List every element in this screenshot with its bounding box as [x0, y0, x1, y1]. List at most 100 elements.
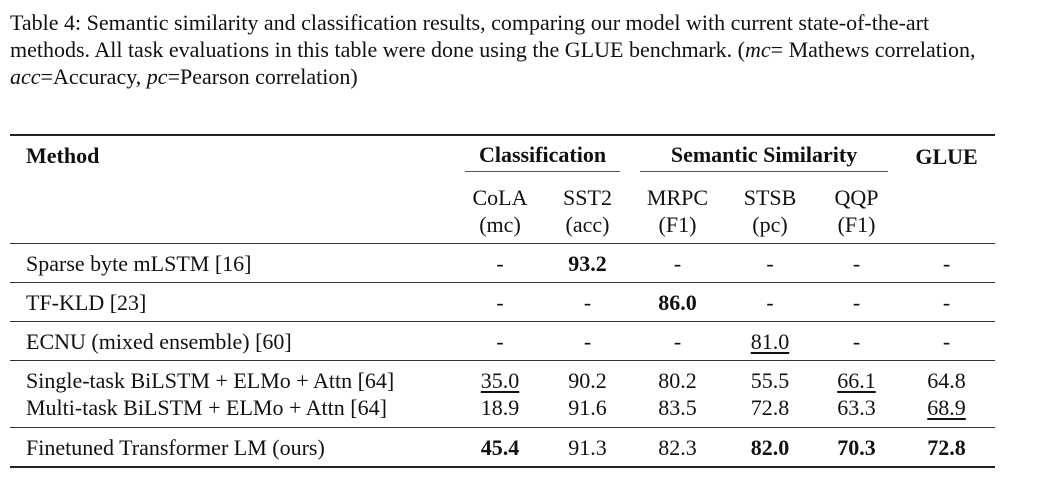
method-cell: Single-task BiLSTM + ELMo + Attn [64] — [10, 360, 455, 394]
column-header: SST2 (acc) — [545, 176, 630, 244]
value-cell: 70.3 — [815, 427, 899, 467]
caption-text: = Mathews correlation, — [770, 37, 976, 62]
header-method: Method — [26, 143, 100, 168]
method-cell: Finetuned Transformer LM (ours) — [10, 427, 455, 467]
table-row: ECNU (mixed ensemble) [60] - - - 81.0 - - — [10, 321, 996, 361]
value-cell: 18.9 — [455, 394, 545, 428]
value-text: 18.9 — [480, 395, 520, 420]
value-text: - — [766, 289, 774, 315]
value-text: 91.6 — [568, 395, 607, 420]
value-text: - — [673, 328, 682, 354]
column-header — [898, 176, 995, 244]
value-cell: 82.0 — [725, 427, 815, 467]
value-cell: 55.5 — [725, 360, 815, 394]
column-metric: (acc) — [565, 211, 610, 237]
column-header: QQP (F1) — [815, 176, 898, 244]
caption: Table 4: Semantic similarity and classif… — [10, 9, 1010, 90]
caption-text: =Pearson correlation) — [167, 64, 358, 89]
table-row: Multi-task BiLSTM + ELMo + Attn [64] 18.9… — [10, 394, 995, 428]
column-metric: (F1) — [837, 211, 876, 237]
caption-text: acc — [10, 64, 41, 89]
value-text: 80.2 — [658, 368, 697, 393]
value-cell: 66.1 — [815, 360, 899, 394]
value-cell: 35.0 — [455, 360, 545, 394]
value-cell: 90.2 — [545, 360, 630, 394]
value-text: - — [583, 328, 592, 354]
value-cell: 83.5 — [630, 394, 725, 428]
column-metric: (pc) — [752, 211, 788, 237]
value-text: 90.2 — [568, 368, 607, 393]
column-header: CoLA (mc) — [455, 176, 545, 244]
caption-text: =Accuracy, — [40, 64, 147, 89]
caption-text: Table 4: Semantic similarity and classif… — [10, 10, 930, 62]
column-name: SST2 — [563, 184, 612, 210]
value-text: 66.1 — [837, 368, 876, 393]
value-cell: 93.2 — [545, 243, 630, 283]
value-cell: 91.6 — [545, 394, 630, 428]
value-text: 82.0 — [750, 434, 790, 460]
value-text: 63.3 — [837, 395, 876, 420]
value-cell: 68.9 — [898, 394, 995, 428]
value-text: 93.2 — [568, 250, 607, 276]
value-text: 72.8 — [750, 395, 790, 420]
value-text: - — [852, 328, 861, 354]
value-text: - — [852, 289, 861, 315]
value-text: - — [496, 250, 504, 276]
value-cell: - — [815, 243, 899, 283]
group-label: Semantic Similarity — [640, 141, 889, 172]
value-cell: - — [545, 321, 630, 361]
value-text: - — [942, 250, 951, 276]
column-name: CoLA — [472, 184, 528, 210]
value-cell: 45.4 — [455, 427, 545, 467]
value-cell: - — [815, 282, 899, 322]
value-text: 68.9 — [927, 395, 966, 420]
value-text: 35.0 — [480, 368, 520, 393]
value-text: - — [583, 289, 592, 315]
value-text: - — [852, 250, 861, 276]
value-text: 64.8 — [927, 368, 966, 393]
header-group: Classification — [455, 135, 630, 176]
value-text: 70.3 — [837, 434, 876, 460]
value-cell: 72.8 — [898, 427, 996, 467]
value-cell: - — [725, 282, 815, 322]
method-cell: Multi-task BiLSTM + ELMo + Attn [64] — [26, 395, 387, 420]
value-text: - — [673, 250, 682, 276]
column-name: QQP — [834, 184, 879, 210]
value-cell: 82.3 — [630, 427, 725, 467]
column-metric: (mc) — [479, 211, 521, 237]
value-cell: - — [630, 321, 725, 361]
value-text: - — [496, 328, 504, 354]
value-cell: - — [898, 243, 996, 283]
value-text: 82.3 — [658, 434, 697, 460]
caption-text: mc — [745, 37, 771, 62]
header-group: Semantic Similarity — [630, 135, 898, 176]
results-table: Method Classification Semantic Similarit… — [10, 134, 996, 468]
value-cell: 81.0 — [725, 321, 815, 361]
value-text: - — [942, 289, 951, 315]
column-name: STSB — [743, 184, 797, 210]
value-cell: - — [815, 321, 899, 361]
method-cell: TF-KLD [23] — [10, 282, 455, 322]
table-row: TF-KLD [23] - - 86.0 - - - — [10, 282, 996, 322]
method-cell: ECNU (mixed ensemble) [60] — [10, 321, 455, 361]
value-text: - — [942, 328, 951, 354]
value-cell: - — [545, 282, 630, 322]
value-text: 86.0 — [658, 289, 697, 315]
value-cell: 80.2 — [630, 360, 725, 394]
table-row: Single-task BiLSTM + ELMo + Attn [64] 35.… — [10, 360, 996, 394]
value-cell: - — [455, 243, 545, 283]
value-cell: - — [898, 321, 996, 361]
header-group: GLUE — [915, 143, 978, 169]
column-name: MRPC — [646, 184, 709, 210]
value-cell: 63.3 — [815, 394, 898, 428]
value-cell: - — [898, 282, 996, 322]
value-cell: 64.8 — [898, 360, 996, 394]
method-cell: Sparse byte mLSTM [16] — [10, 243, 455, 283]
value-cell: - — [455, 321, 545, 361]
table-row: Finetuned Transformer LM (ours) 45.4 91.3 8… — [10, 427, 996, 467]
value-cell: - — [455, 282, 545, 322]
caption-text: pc — [146, 64, 168, 89]
table-row: Sparse byte mLSTM [16] - 93.2 - - - - — [10, 243, 996, 283]
column-header: MRPC (F1) — [630, 176, 725, 244]
